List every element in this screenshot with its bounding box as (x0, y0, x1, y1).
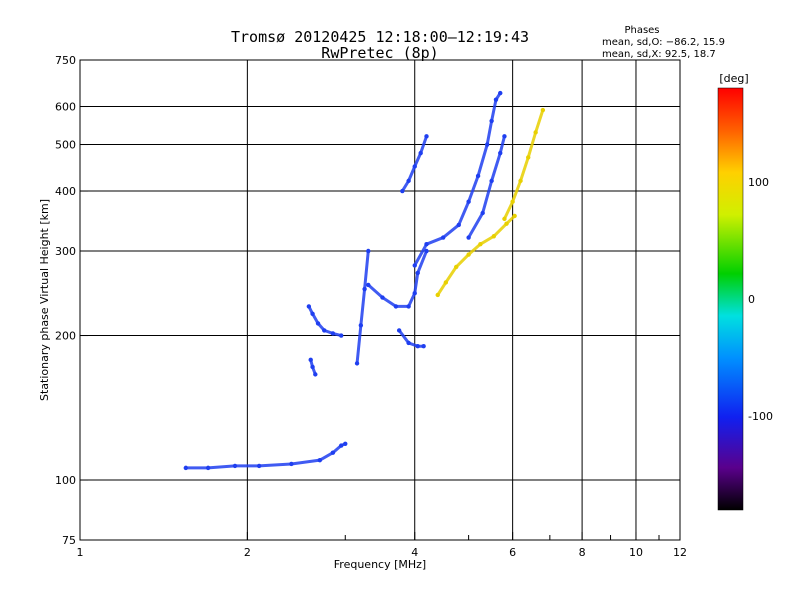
trace-segment-o (311, 312, 320, 325)
trace-segment-o (413, 242, 429, 267)
trace-segment-x (467, 242, 482, 257)
trace-segment-o (457, 200, 471, 227)
trace-segment-x (436, 280, 448, 297)
trace-segment-x (526, 130, 538, 159)
trace-segment-o (490, 98, 498, 123)
trace-segment-o (257, 462, 293, 468)
trace-segment-o (331, 444, 343, 455)
trace-segment-o (366, 283, 384, 300)
y-tick-label: 200 (55, 330, 76, 343)
colorbar-label: [deg] (719, 72, 748, 85)
trace-segment-o (416, 249, 429, 275)
trace-segment-o (441, 223, 461, 240)
trace-segment-o (380, 296, 398, 308)
stats-o-line: mean, sd,O: −86.2, 15.9 (602, 37, 725, 48)
colorbar-tick-label: 100 (748, 176, 769, 189)
trace-segment-o (400, 179, 411, 193)
trace-segment-o (407, 291, 417, 308)
trace-segment-o (206, 464, 237, 470)
trace-segment-x (502, 200, 515, 221)
trace-segment-o (331, 331, 343, 338)
y-tick-label: 75 (62, 534, 76, 547)
colorbar-tick-label: -100 (748, 410, 773, 423)
trace-segment-o (355, 323, 363, 365)
trace-segment-o (322, 328, 335, 335)
colorbar (717, 87, 744, 511)
trace-segment-o (476, 143, 489, 178)
trace-segment-o (467, 174, 480, 204)
x-tick-label: 8 (579, 546, 586, 559)
trace-segment-x (519, 155, 530, 183)
colorbar-tick-label: 0 (748, 293, 755, 306)
data-points (183, 90, 546, 471)
y-tick-label: 400 (55, 185, 76, 198)
trace-segment-o (339, 442, 347, 448)
x-tick-label: 6 (509, 546, 516, 559)
trace-segment-x (454, 253, 471, 269)
chart-title: Tromsø 20120425 12:18:00–12:19:43 (231, 28, 529, 46)
stats-heading: Phases (624, 25, 659, 36)
trace-segment-o (407, 164, 417, 183)
trace-segment-x (505, 214, 517, 226)
trace-segment-o (494, 91, 502, 102)
x-tick-label: 10 (629, 546, 643, 559)
y-tick-label: 100 (55, 474, 76, 487)
trace-segment-o (419, 134, 429, 155)
trace-segment-x (478, 234, 496, 246)
y-tick-label: 750 (55, 54, 76, 67)
trace-segment-o (481, 179, 494, 215)
gridlines (80, 60, 680, 540)
trace-segment-o (363, 249, 370, 291)
trace-segment-o (490, 151, 502, 183)
trace-segment-o (397, 328, 411, 345)
trace-segment-o (318, 451, 335, 462)
trace-segment-o (316, 321, 326, 332)
trace-segment-o (413, 151, 423, 168)
trace-segment-o (311, 365, 317, 376)
x-axis-label: Frequency [MHz] (334, 558, 426, 571)
chart-subtitle: RwPretec (8p) (321, 44, 438, 62)
y-axis-label: Stationary phase Virtual Height [km] (38, 199, 51, 401)
x-tick-label: 4 (411, 546, 418, 559)
x-axis-ticks: 1 2 4 6 8 10 12 (77, 532, 687, 559)
trace-segment-o (359, 287, 367, 327)
x-tick-label: 2 (244, 546, 251, 559)
colorbar-ticks: 100 0 -100 (748, 176, 773, 423)
x-tick-label: 12 (673, 546, 687, 559)
y-tick-label: 500 (55, 139, 76, 152)
trace-segment-o (498, 134, 506, 155)
trace-segment-o (467, 211, 485, 240)
trace-segment-x (444, 265, 458, 284)
trace-segment-x (492, 222, 509, 238)
stats-x-line: mean, sd,X: 92.5, 18.7 (602, 49, 716, 60)
y-tick-label: 600 (55, 101, 76, 114)
plot-frame (79, 59, 681, 541)
trace-segment-o (485, 119, 494, 147)
y-tick-label: 300 (55, 245, 76, 258)
trace-segment-o (407, 341, 420, 348)
trace-segment-o (413, 271, 420, 295)
trace-segment-x (534, 108, 545, 134)
trace-segment-o (425, 236, 445, 246)
x-tick-label: 1 (77, 546, 84, 559)
trace-segment-x (511, 179, 523, 204)
y-axis-ticks: 75 100 200 300 400 500 600 750 (55, 54, 88, 547)
trace-segment-o (289, 458, 322, 466)
